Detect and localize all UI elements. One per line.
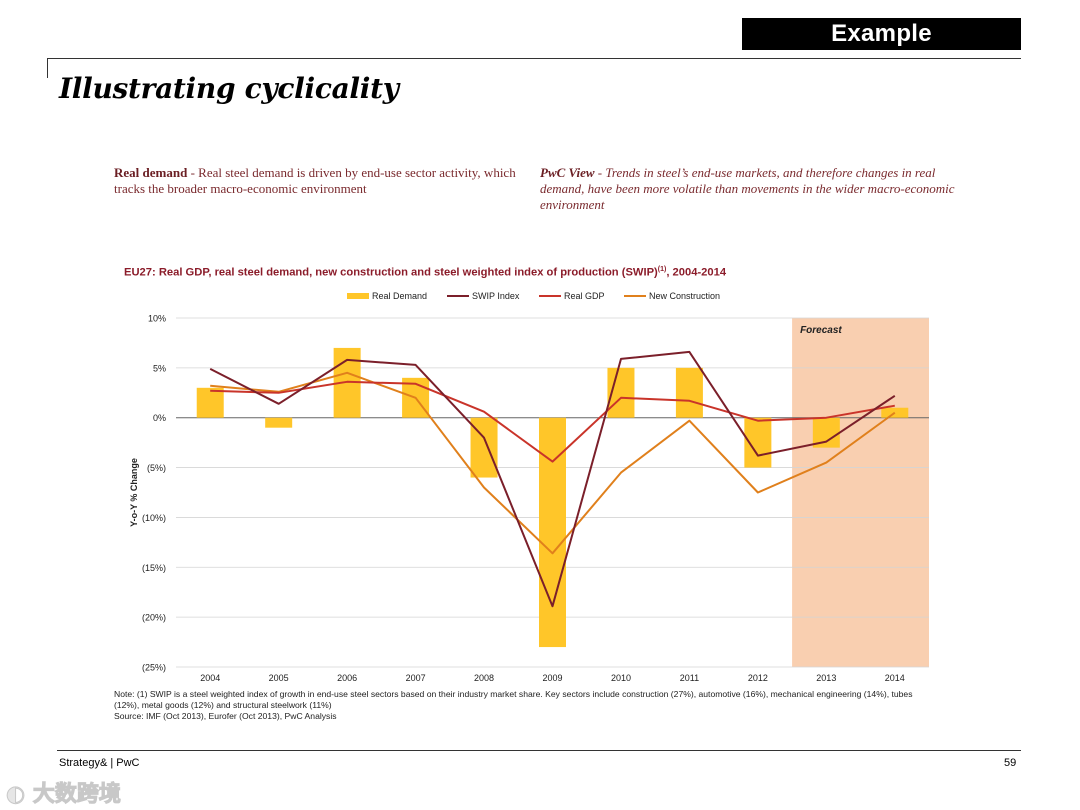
footer-rule [57, 750, 1021, 751]
y-tick-label: (15%) [142, 563, 166, 573]
real-demand-heading: Real demand [114, 165, 188, 180]
x-tick-label: 2011 [680, 673, 699, 683]
note-text: Note: (1) SWIP is a steel weighted index… [114, 689, 913, 710]
legend-label: New Construction [649, 291, 720, 301]
x-tick-label: 2004 [200, 673, 220, 683]
watermark-text: 大数跨境 [32, 782, 121, 808]
chart-title-main: EU27: Real GDP, real steel demand, new c… [124, 266, 658, 279]
source-text: Source: IMF (Oct 2013), Eurofer (Oct 201… [114, 711, 337, 721]
legend-label: Real GDP [564, 291, 605, 301]
bar-real-demand [675, 367, 703, 418]
line-real-gdp [210, 380, 895, 463]
y-tick-label: (5%) [147, 463, 166, 473]
legend-swatch-real-demand [347, 293, 369, 299]
y-tick-label: (20%) [142, 613, 166, 623]
x-tick-label: 2013 [816, 673, 836, 683]
page-title: Illustrating cyclicality [59, 72, 399, 105]
legend-label: Real Demand [372, 291, 427, 301]
real-demand-text: Real demand - Real steel demand is drive… [114, 165, 529, 197]
y-tick-label: (25%) [142, 663, 166, 673]
pwc-view-text: PwC View - Trends in steel’s end-use mar… [540, 165, 960, 213]
x-tick-label: 2007 [406, 673, 426, 683]
x-tick-label: 2014 [885, 673, 905, 683]
x-tick-label: 2010 [611, 673, 631, 683]
y-tick-label: 5% [153, 363, 166, 373]
x-tick-label: 2005 [269, 673, 289, 683]
y-tick-label: (10%) [142, 513, 166, 523]
line-new-construction [210, 371, 896, 555]
example-tag: Example [742, 18, 1021, 50]
bar-real-demand [265, 417, 293, 428]
watermark-icon: ◐ [5, 782, 26, 808]
page-number: 59 [1004, 757, 1017, 769]
footer-brand: Strategy& | PwC [59, 757, 140, 769]
forecast-region [792, 318, 929, 667]
line-swip-index [209, 350, 896, 608]
pwc-view-body: - Trends in steel’s end-use markets, and… [540, 165, 955, 212]
pwc-view-heading: PwC View [540, 165, 595, 180]
legend-label: SWIP Index [472, 291, 520, 301]
y-tick-label: 10% [148, 314, 166, 324]
forecast-label: Forecast [800, 325, 842, 336]
real-demand-body: - Real steel demand is driven by end-use… [114, 165, 516, 196]
chart-title: EU27: Real GDP, real steel demand, new c… [124, 266, 726, 279]
bar-real-demand [196, 387, 224, 418]
x-tick-label: 2012 [748, 673, 768, 683]
header-rule [47, 58, 1021, 59]
chart-note: Note: (1) SWIP is a steel weighted index… [114, 689, 914, 722]
chart-title-footnote: (1) [657, 266, 667, 273]
x-tick-label: 2006 [337, 673, 357, 683]
header-rule-tick [47, 58, 48, 78]
y-tick-label: 0% [153, 413, 166, 423]
y-axis-label: Y-o-Y % Change [129, 458, 139, 527]
x-tick-label: 2009 [542, 673, 562, 683]
x-tick-label: 2008 [474, 673, 494, 683]
watermark-logo: ◐ 大数跨境 [5, 776, 121, 808]
chart-title-years: , 2004-2014 [666, 266, 727, 279]
